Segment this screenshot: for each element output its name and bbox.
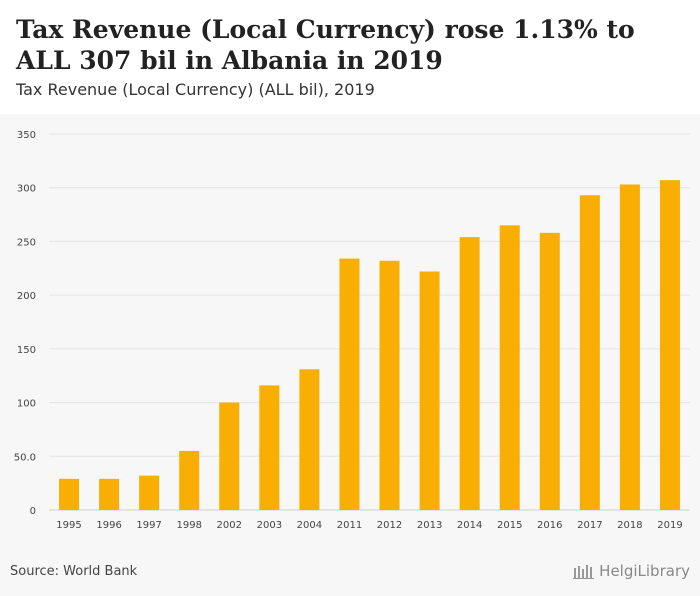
chart-title: Tax Revenue (Local Currency) rose 1.13% … — [16, 15, 635, 75]
y-tick-label: 300 — [17, 184, 36, 195]
y-tick-label: 350 — [17, 130, 36, 141]
x-tick-label: 2018 — [617, 520, 642, 531]
bar-1998[interactable] — [179, 450, 200, 510]
brand-name: HelgiLibrary — [599, 562, 690, 580]
x-tick-label: 2011 — [337, 520, 362, 531]
brand-logo[interactable]: HelgiLibrary — [573, 562, 690, 580]
y-tick-label: 50.0 — [14, 452, 36, 463]
library-icon — [573, 565, 595, 579]
bar-2015[interactable] — [499, 225, 520, 511]
bar-2003[interactable] — [259, 385, 280, 510]
bar-2011[interactable] — [339, 258, 360, 510]
x-tick-label: 2012 — [377, 520, 402, 531]
x-tick-label: 1995 — [56, 520, 81, 531]
bars — [59, 180, 680, 511]
y-tick-label: 100 — [17, 399, 36, 410]
x-tick-label: 1997 — [136, 520, 161, 531]
bar-2019[interactable] — [659, 180, 680, 510]
bar-2012[interactable] — [379, 260, 400, 510]
header: Tax Revenue (Local Currency) rose 1.13% … — [0, 0, 700, 114]
bar-1995[interactable] — [59, 478, 80, 510]
y-tick-label: 200 — [17, 291, 36, 302]
source-note: Source: World Bank — [10, 564, 138, 579]
x-tick-label: 1998 — [176, 520, 201, 531]
x-tick-label: 2019 — [657, 520, 682, 531]
x-tick-label: 2016 — [537, 520, 562, 531]
bar-1997[interactable] — [139, 475, 160, 510]
bar-2013[interactable] — [419, 271, 440, 510]
y-tick-label: 250 — [17, 237, 36, 248]
chart-subtitle: Tax Revenue (Local Currency) (ALL bil), … — [16, 80, 375, 99]
bar-2016[interactable] — [539, 232, 560, 510]
x-tick-label: 2004 — [297, 520, 322, 531]
bar-chart: 0 50.0 100 150 200 250 300 350 1995 1996 1997 1998… — [14, 130, 690, 531]
x-tick-label: 2015 — [497, 520, 522, 531]
x-tick-label: 2002 — [217, 520, 242, 531]
x-axis-ticks: 1995 1996 1997 1998 2002 2003 2004 2011 2012 2013… — [56, 520, 682, 531]
bar-2014[interactable] — [459, 237, 480, 510]
y-tick-label: 0 — [30, 506, 36, 517]
x-tick-label: 2013 — [417, 520, 442, 531]
bar-1996[interactable] — [99, 478, 120, 510]
y-axis-ticks: 0 50.0 100 150 200 250 300 350 — [14, 130, 36, 517]
x-tick-label: 1996 — [96, 520, 121, 531]
bar-2017[interactable] — [579, 195, 600, 510]
bar-2002[interactable] — [219, 402, 240, 510]
bar-2018[interactable] — [619, 184, 640, 510]
x-tick-label: 2017 — [577, 520, 602, 531]
y-tick-label: 150 — [17, 345, 36, 356]
x-tick-label: 2003 — [257, 520, 282, 531]
bar-2004[interactable] — [299, 369, 320, 510]
x-tick-label: 2014 — [457, 520, 482, 531]
